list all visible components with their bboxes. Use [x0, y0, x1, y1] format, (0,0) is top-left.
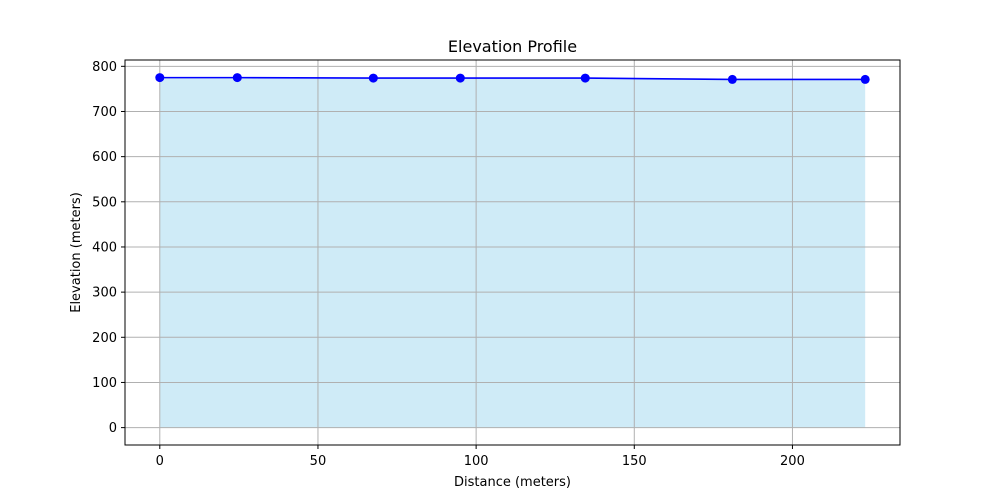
data-point	[580, 73, 590, 83]
x-axis-ticks: 0 50 100 150 200	[156, 445, 805, 469]
y-tick-label: 700	[92, 105, 117, 120]
y-tick-label: 300	[92, 286, 117, 301]
data-point	[727, 74, 737, 84]
plot-frame	[124, 59, 901, 446]
x-tick-label: 150	[622, 454, 647, 469]
y-tick-label: 100	[92, 376, 117, 391]
x-tick-label: 100	[464, 454, 489, 469]
chart-title: Elevation Profile	[448, 37, 577, 56]
data-point	[155, 73, 165, 83]
grid-layer	[125, 60, 900, 445]
y-tick-label: 500	[92, 195, 117, 210]
y-tick-label: 400	[92, 240, 117, 255]
area-fill	[159, 77, 866, 428]
data-point	[860, 74, 870, 84]
y-tick-label: 800	[92, 60, 117, 75]
x-tick-label: 0	[156, 454, 164, 469]
x-axis-label: Distance (meters)	[454, 475, 571, 490]
area-fill-layer	[159, 77, 866, 428]
data-point	[368, 73, 378, 83]
y-axis-ticks: 0 100 200 300 400 500 600 700 800	[92, 60, 125, 436]
y-tick-label: 600	[92, 150, 117, 165]
x-tick-label: 200	[780, 454, 805, 469]
x-tick-label: 50	[310, 454, 327, 469]
marker-layer	[155, 73, 870, 84]
data-point	[232, 73, 242, 83]
y-tick-label: 0	[109, 421, 117, 436]
y-tick-label: 200	[92, 331, 117, 346]
data-point	[455, 73, 465, 83]
y-axis-label: Elevation (meters)	[69, 192, 84, 313]
